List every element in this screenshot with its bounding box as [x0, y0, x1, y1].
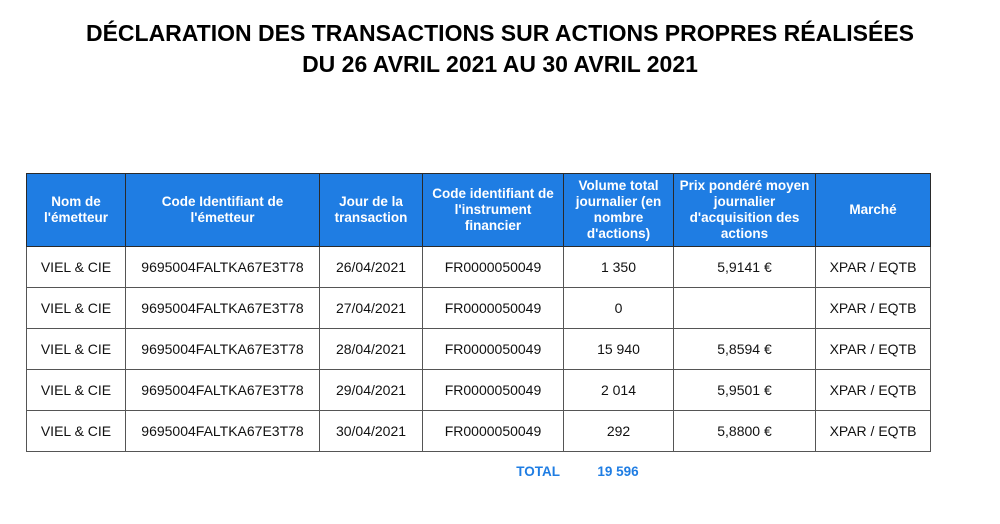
table-row: VIEL & CIE 9695004FALTKA67E3T78 28/04/20…	[26, 328, 931, 370]
cell-code-instrument: FR0000050049	[422, 369, 564, 411]
cell-marche: XPAR / EQTB	[815, 287, 931, 329]
cell-marche: XPAR / EQTB	[815, 369, 931, 411]
table-row: VIEL & CIE 9695004FALTKA67E3T78 30/04/20…	[26, 410, 931, 452]
cell-nom-emetteur: VIEL & CIE	[26, 287, 126, 329]
cell-code-emetteur: 9695004FALTKA67E3T78	[125, 410, 320, 452]
cell-volume: 15 940	[563, 328, 674, 370]
header-code-instrument: Code identifiant de l'instrument financi…	[422, 173, 564, 247]
cell-code-instrument: FR0000050049	[422, 328, 564, 370]
cell-code-instrument: FR0000050049	[422, 410, 564, 452]
cell-jour-transaction: 27/04/2021	[319, 287, 423, 329]
header-marche: Marché	[815, 173, 931, 247]
cell-jour-transaction: 28/04/2021	[319, 328, 423, 370]
cell-volume: 292	[563, 410, 674, 452]
cell-code-instrument: FR0000050049	[422, 246, 564, 288]
table-header-row: Nom de l'émetteur Code Identifiant de l'…	[26, 173, 931, 247]
cell-nom-emetteur: VIEL & CIE	[26, 328, 126, 370]
title-line-1: DÉCLARATION DES TRANSACTIONS SUR ACTIONS…	[85, 20, 915, 46]
cell-code-emetteur: 9695004FALTKA67E3T78	[125, 369, 320, 411]
cell-jour-transaction: 29/04/2021	[319, 369, 423, 411]
transactions-table: Nom de l'émetteur Code Identifiant de l'…	[26, 173, 931, 452]
cell-jour-transaction: 26/04/2021	[319, 246, 423, 288]
total-label: TOTAL	[516, 464, 560, 479]
header-volume: Volume total journalier (en nombre d'act…	[563, 173, 674, 247]
cell-nom-emetteur: VIEL & CIE	[26, 410, 126, 452]
cell-code-emetteur: 9695004FALTKA67E3T78	[125, 246, 320, 288]
cell-volume: 0	[563, 287, 674, 329]
header-jour-transaction: Jour de la transaction	[319, 173, 423, 247]
cell-prix: 5,9141 €	[673, 246, 816, 288]
page-title: DÉCLARATION DES TRANSACTIONS SUR ACTIONS…	[0, 18, 1000, 80]
total-value: 19 596	[597, 464, 639, 479]
cell-volume: 1 350	[563, 246, 674, 288]
cell-jour-transaction: 30/04/2021	[319, 410, 423, 452]
cell-prix	[673, 287, 816, 329]
table-row: VIEL & CIE 9695004FALTKA67E3T78 29/04/20…	[26, 369, 931, 411]
cell-marche: XPAR / EQTB	[815, 246, 931, 288]
cell-prix: 5,8594 €	[673, 328, 816, 370]
cell-marche: XPAR / EQTB	[815, 410, 931, 452]
cell-code-instrument: FR0000050049	[422, 287, 564, 329]
cell-volume: 2 014	[563, 369, 674, 411]
table-row: VIEL & CIE 9695004FALTKA67E3T78 27/04/20…	[26, 287, 931, 329]
cell-prix: 5,8800 €	[673, 410, 816, 452]
title-line-2: DU 26 AVRIL 2021 AU 30 AVRIL 2021	[302, 51, 698, 77]
cell-nom-emetteur: VIEL & CIE	[26, 369, 126, 411]
header-prix: Prix pondéré moyen journalier d'acquisit…	[673, 173, 816, 247]
table-row: VIEL & CIE 9695004FALTKA67E3T78 26/04/20…	[26, 246, 931, 288]
cell-nom-emetteur: VIEL & CIE	[26, 246, 126, 288]
header-code-emetteur: Code Identifiant de l'émetteur	[125, 173, 320, 247]
cell-marche: XPAR / EQTB	[815, 328, 931, 370]
cell-code-emetteur: 9695004FALTKA67E3T78	[125, 287, 320, 329]
cell-prix: 5,9501 €	[673, 369, 816, 411]
header-nom-emetteur: Nom de l'émetteur	[26, 173, 126, 247]
cell-code-emetteur: 9695004FALTKA67E3T78	[125, 328, 320, 370]
